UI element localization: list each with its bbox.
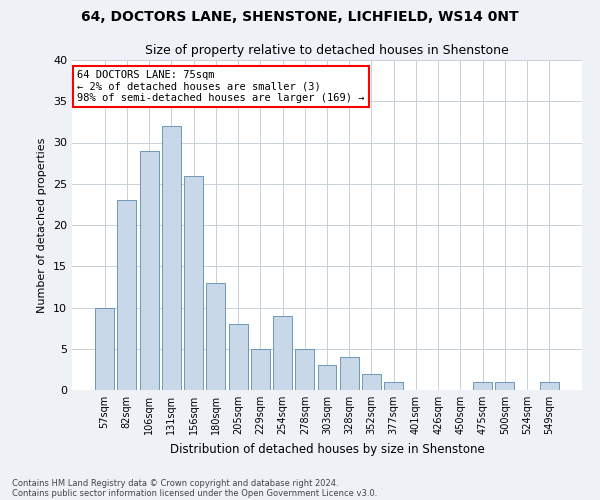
X-axis label: Distribution of detached houses by size in Shenstone: Distribution of detached houses by size … (170, 442, 484, 456)
Text: 64, DOCTORS LANE, SHENSTONE, LICHFIELD, WS14 0NT: 64, DOCTORS LANE, SHENSTONE, LICHFIELD, … (81, 10, 519, 24)
Text: Contains public sector information licensed under the Open Government Licence v3: Contains public sector information licen… (12, 488, 377, 498)
Bar (251, 349, 270, 390)
Bar (229, 324, 248, 390)
Bar (340, 357, 359, 390)
Bar (95, 308, 114, 390)
Bar (384, 382, 403, 390)
Y-axis label: Number of detached properties: Number of detached properties (37, 138, 47, 312)
Bar (184, 176, 203, 390)
Bar (362, 374, 381, 390)
Bar (540, 382, 559, 390)
Bar (496, 382, 514, 390)
Bar (317, 365, 337, 390)
Bar (273, 316, 292, 390)
Text: 64 DOCTORS LANE: 75sqm
← 2% of detached houses are smaller (3)
98% of semi-detac: 64 DOCTORS LANE: 75sqm ← 2% of detached … (77, 70, 365, 103)
Bar (118, 200, 136, 390)
Text: Contains HM Land Registry data © Crown copyright and database right 2024.: Contains HM Land Registry data © Crown c… (12, 478, 338, 488)
Bar (295, 349, 314, 390)
Title: Size of property relative to detached houses in Shenstone: Size of property relative to detached ho… (145, 44, 509, 58)
Bar (140, 151, 158, 390)
Bar (162, 126, 181, 390)
Bar (473, 382, 492, 390)
Bar (206, 283, 225, 390)
